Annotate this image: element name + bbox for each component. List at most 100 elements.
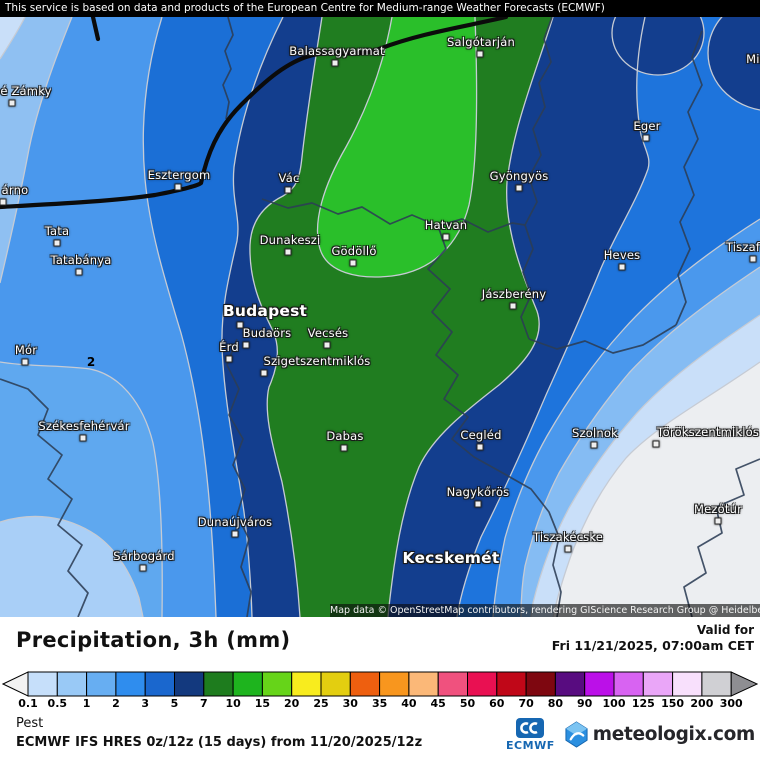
legend-swatch	[672, 671, 703, 697]
legend-swatch	[467, 671, 498, 697]
legend-swatch	[291, 671, 322, 697]
legend-swatch	[437, 671, 469, 697]
valid-for-label: Valid for	[696, 623, 754, 637]
legend-tick-value: 25	[313, 697, 329, 710]
city-label: Székesfehérvár	[38, 419, 130, 433]
city-label: árno	[1, 183, 29, 197]
city-marker	[564, 545, 572, 553]
city-marker	[442, 233, 450, 241]
city-marker	[0, 198, 7, 206]
city-label: Mis	[746, 52, 760, 66]
legend-tick-value: 300	[719, 697, 743, 710]
legend-tick-value: 80	[547, 697, 564, 710]
legend-swatch	[144, 671, 175, 697]
legend-swatch	[320, 671, 351, 697]
legend-tick-value: 0.1	[18, 697, 38, 710]
legend-swatch	[203, 671, 234, 697]
city-label: Heves	[603, 248, 641, 262]
city-label: Hatvan	[424, 218, 468, 232]
legend-swatch	[261, 671, 293, 697]
city-label: Cegléd	[460, 428, 502, 442]
city-label: Vác	[278, 171, 300, 185]
city-label: Balassagyarmat	[289, 44, 385, 58]
legend-tick-value: 70	[518, 697, 534, 710]
city-label: Tatabánya	[50, 253, 112, 267]
city-marker	[323, 341, 331, 349]
city-label: Nagykőrös	[446, 485, 510, 499]
city-marker	[652, 440, 660, 448]
ecmwf-logo: ECMWF	[506, 718, 555, 752]
legend-swatch	[496, 671, 527, 697]
city-marker	[284, 248, 292, 256]
legend-tick-value: 7	[199, 697, 208, 710]
city-marker	[714, 517, 722, 525]
legend-swatch	[584, 671, 615, 697]
legend-swatch	[86, 671, 117, 697]
city-label: Mezőtúr	[694, 502, 742, 516]
legend-tick-value: 40	[401, 697, 417, 710]
city-marker	[474, 500, 482, 508]
precipitation-map: é Zámky árno Esztergom Balassagyarmat Salgót…	[0, 17, 760, 617]
city-label: Sárbogárd	[113, 549, 175, 563]
city-marker	[225, 355, 233, 363]
legend-swatch	[115, 671, 146, 697]
city-label: Gyöngyös	[489, 169, 549, 183]
legend-swatch	[525, 671, 556, 697]
city-marker	[284, 186, 292, 194]
ecmwf-logo-text: ECMWF	[506, 739, 555, 752]
city-label: Törökszentmiklós	[656, 425, 760, 439]
legend-tick-value: 5	[170, 697, 179, 710]
city-label: Tiszakécske	[532, 530, 604, 544]
city-marker	[21, 358, 29, 366]
city-label: Érd	[219, 340, 239, 354]
legend-right-arrow	[730, 671, 759, 697]
city-label: Dabas	[326, 429, 364, 443]
ecmwf-logo-icon	[516, 718, 545, 738]
legend-swatch	[554, 671, 586, 697]
city-marker	[174, 183, 182, 191]
legend-left-arrow	[1, 671, 29, 697]
city-marker	[509, 302, 517, 310]
city-label: Jászberény	[481, 287, 547, 301]
city-label: Szolnok	[572, 426, 618, 440]
city-label: Salgótarján	[447, 35, 515, 49]
city-label: Szigetszentmiklós	[263, 354, 371, 368]
legend-tick-value: 35	[371, 697, 388, 710]
legend-tick-value: 3	[141, 697, 150, 710]
map-attribution-text: Map data © OpenStreetMap contributors, r…	[330, 605, 760, 616]
legend-tick-value: 1	[82, 697, 91, 710]
legend-swatch	[174, 671, 205, 697]
city-label: Kecskemét	[402, 549, 500, 567]
contour-value-label: 2	[86, 355, 96, 369]
legend-swatch	[642, 671, 674, 697]
city-marker	[242, 341, 250, 349]
city-label: Esztergom	[147, 168, 211, 182]
city-marker	[618, 263, 626, 271]
city-label: Tata	[44, 224, 70, 238]
map-attribution: Map data © OpenStreetMap contributors, r…	[330, 604, 760, 617]
city-marker	[642, 134, 650, 142]
legend-tick-value: 20	[284, 697, 300, 710]
city-marker	[79, 434, 87, 442]
city-marker	[749, 255, 757, 263]
city-marker	[331, 59, 339, 67]
legend-tick-value: 125	[631, 697, 655, 710]
legend-swatch	[408, 671, 439, 697]
meteologix-brand[interactable]: meteologix.com	[564, 721, 755, 748]
legend-swatch	[232, 671, 263, 697]
city-marker	[590, 441, 598, 449]
legend-tick-value: 50	[459, 697, 476, 710]
city-label: Vecsés	[307, 326, 349, 340]
legend-tick-value: 150	[661, 697, 685, 710]
legend-swatch	[379, 671, 410, 697]
info-panel: Precipitation, 3h (mm) Valid for Fri 11/…	[0, 617, 760, 760]
region-label: Pest	[16, 716, 44, 731]
city-label: Mór	[14, 343, 38, 357]
legend-tick-value: 200	[690, 697, 714, 710]
valid-time-value: Fri 11/21/2025, 07:00am CET	[551, 638, 754, 653]
city-label: Budaörs	[242, 326, 292, 340]
legend-tick-value: 90	[577, 697, 593, 710]
legend-tick-value: 30	[342, 697, 358, 710]
meteologix-logo-icon	[565, 721, 588, 748]
